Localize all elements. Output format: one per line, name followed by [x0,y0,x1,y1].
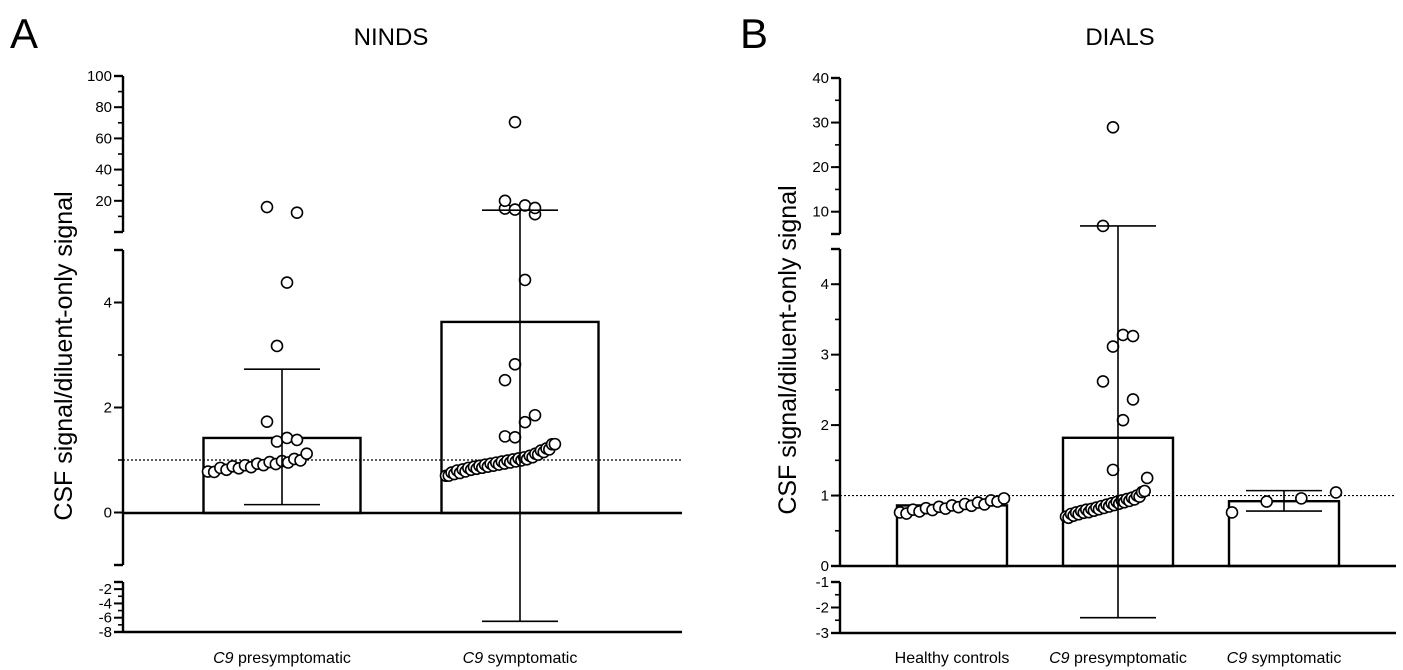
tick-label: -2 [99,581,112,598]
data-point [280,276,294,289]
panel-label: B [740,10,768,57]
data-point [280,431,294,445]
data-point [1106,121,1120,134]
tick-label: 20 [812,159,829,176]
tick-label: 0 [821,558,829,575]
data-point [1260,495,1273,508]
tick-label: 40 [812,70,829,87]
category-label: C9 symptomatic [463,650,578,667]
category-label: C9 symptomatic [1227,650,1342,667]
tick-label: 1 [821,488,829,505]
data-point [528,201,542,215]
data-point [518,273,532,287]
data-point [260,200,274,214]
tick-label: 2 [821,417,829,434]
panel-b: B DIALS CSF signal/diluent-only signal 1… [740,10,1396,667]
y-axis-label: CSF signal/diluent-only signal [774,185,802,514]
tick-label: 80 [95,99,112,116]
data-point [290,206,304,219]
data-point [1329,486,1343,499]
panel-label: A [10,10,38,57]
data-point [1225,506,1239,519]
data-point [1140,471,1154,485]
tick-label: 2 [104,400,112,417]
data-point [508,358,522,371]
tick-label: 0 [104,505,112,522]
tick-label: 3 [821,347,829,364]
tick-label: 30 [812,115,829,132]
data-point [1116,413,1130,427]
data-point [270,339,284,353]
data-point [1126,393,1140,406]
tick-label: -3 [816,625,829,642]
category-label: C9 presymptomatic [213,650,351,667]
data-point [300,447,313,461]
tick-label: -8 [99,624,112,641]
data-point [548,437,562,451]
data-point [498,194,512,208]
tick-label: -1 [816,574,829,591]
plot-area: 20 40 60 80 100 0 2 4 -2-4-6-8 C9 presymptomatic C… [87,68,682,667]
data-point [518,415,532,429]
tick-label: 10 [812,204,829,221]
data-point [1096,375,1110,388]
tick-label: -4 [99,595,112,612]
plot-area: 10 20 30 40 0 1 2 3 4 -1 -2 -3 Healthy controls C9 pr… [812,70,1396,667]
data-point [997,492,1011,505]
data-point [528,408,542,422]
tick-label: 20 [95,193,112,210]
data-point [260,415,274,428]
data-point [1138,484,1151,498]
tick-label: 4 [104,295,112,312]
chart-title: DIALS [1085,24,1154,51]
chart-title: NINDS [354,24,429,51]
tick-label: 60 [95,130,112,147]
data-point [508,115,522,129]
tick-label: -2 [816,600,829,617]
data-point [498,373,512,387]
data-point [1295,492,1308,505]
category-label: C9 presymptomatic [1049,650,1187,667]
data-point [1106,340,1120,353]
data-point [508,430,522,444]
category-label: Healthy controls [895,650,1010,667]
y-axis-label: CSF signal/diluent-only signal [50,191,78,520]
tick-label: 100 [87,68,112,85]
data-point [290,433,304,447]
panel-a: A NINDS CSF signal/diluent-only signal 2… [10,10,682,667]
tick-label: 4 [821,276,829,293]
data-point [1126,329,1140,343]
tick-label: 40 [95,162,112,179]
tick-label: -6 [99,610,112,627]
data-point [1106,463,1120,477]
